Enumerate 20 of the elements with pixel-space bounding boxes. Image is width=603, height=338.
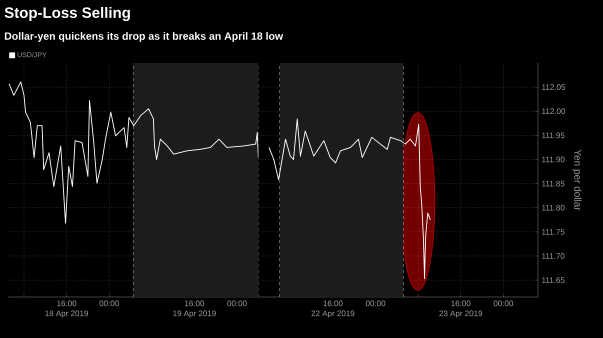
chart-title: Stop-Loss Selling: [4, 6, 130, 22]
y-tick-label: 111.75: [542, 229, 564, 235]
y-tick-label: 111.80: [542, 204, 565, 211]
x-tick-label: 16:00 19 Apr 2019: [173, 300, 216, 318]
x-tick-label: 00:00: [366, 300, 386, 306]
y-tick-label: 111.90: [542, 156, 565, 162]
y-tick-label: 112.00: [542, 108, 566, 114]
y-tick-label: 111.85: [542, 180, 564, 186]
x-tick-label: 16:00 23 Apr 2019: [439, 300, 482, 318]
x-tick-label: 00:00: [227, 300, 247, 306]
y-tick-label: 111.65: [542, 277, 564, 283]
x-tick-label: 00:00: [100, 300, 119, 306]
x-tick-label: 16:00 22 Apr 2019: [312, 300, 354, 318]
x-tick-label: 00:00: [494, 300, 514, 306]
y-tick-label: 111.70: [542, 253, 565, 259]
y-tick-label: 112.05: [542, 84, 566, 90]
x-tick-label: 16:00 18 Apr 2019: [45, 300, 88, 318]
y-tick-label: 111.95: [542, 132, 564, 138]
chart-subtitle: Dollar-yen quickens its drop as it breaks an April 18 low: [4, 32, 284, 42]
y-axis-title: Yen per dollar: [572, 150, 582, 210]
